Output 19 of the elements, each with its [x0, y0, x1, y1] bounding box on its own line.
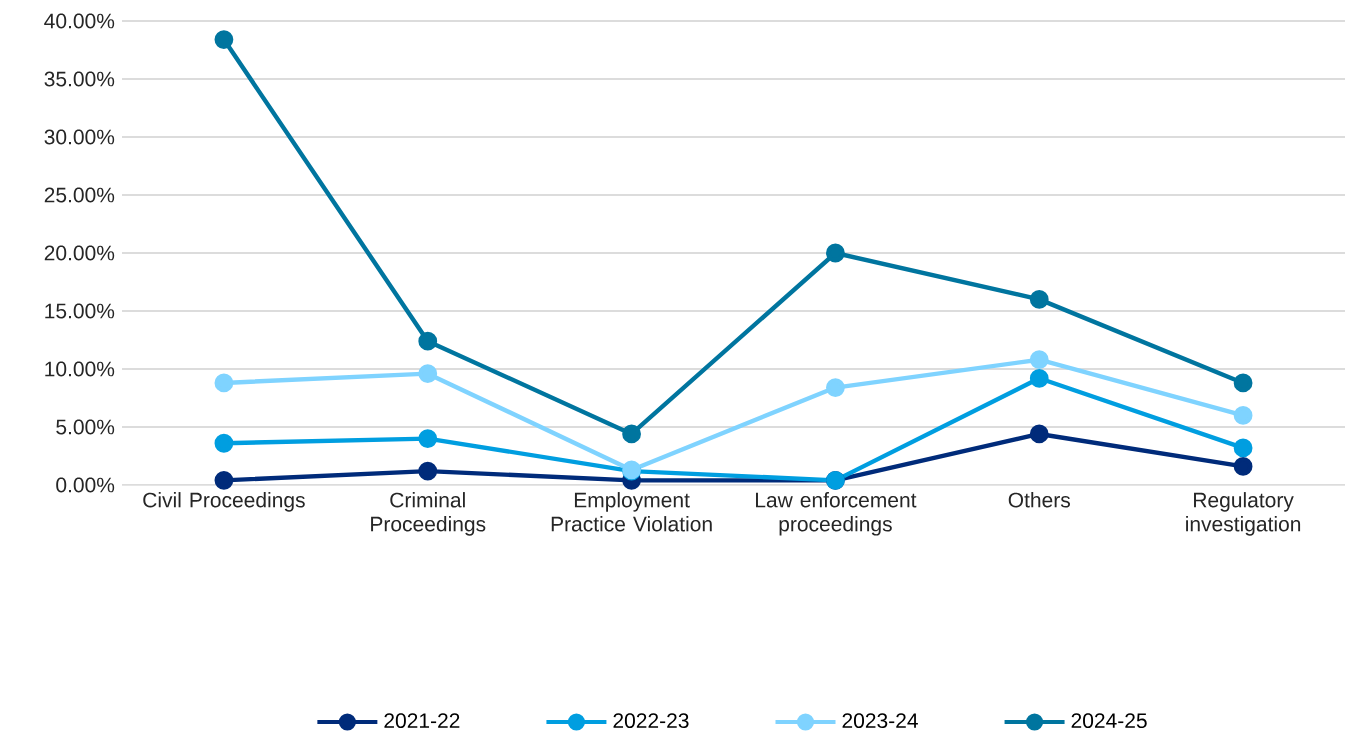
y-tick-label: 5.00%	[56, 419, 115, 435]
y-tick-label: 30.00%	[44, 129, 115, 145]
y-tick-label: 0.00%	[56, 477, 115, 493]
x-tick-label: Regulatory investigation	[1186, 492, 1301, 536]
y-tick-label: 10.00%	[45, 361, 115, 377]
legend-label: 2024-25	[1071, 713, 1147, 729]
legend-label: 2021-22	[384, 713, 460, 729]
x-tick-label: Employment Practice Violation	[551, 492, 712, 532]
x-tick-label: Law enforcement proceedings	[756, 492, 917, 536]
y-tick-label: 35.00%	[44, 71, 115, 87]
y-tick-label: 40.00%	[44, 13, 115, 29]
y-tick-label: 20.00%	[44, 245, 115, 261]
y-tick-label: 25.00%	[44, 187, 115, 203]
legend-label: 2022-23	[613, 713, 689, 729]
x-tick-label: Civil Proceedings	[143, 492, 305, 512]
x-tick-label: Others	[1008, 492, 1070, 508]
legend-label: 2023-24	[842, 713, 918, 729]
x-tick-label: Criminal Proceedings	[371, 492, 486, 536]
y-tick-label: 15.00%	[45, 303, 115, 319]
